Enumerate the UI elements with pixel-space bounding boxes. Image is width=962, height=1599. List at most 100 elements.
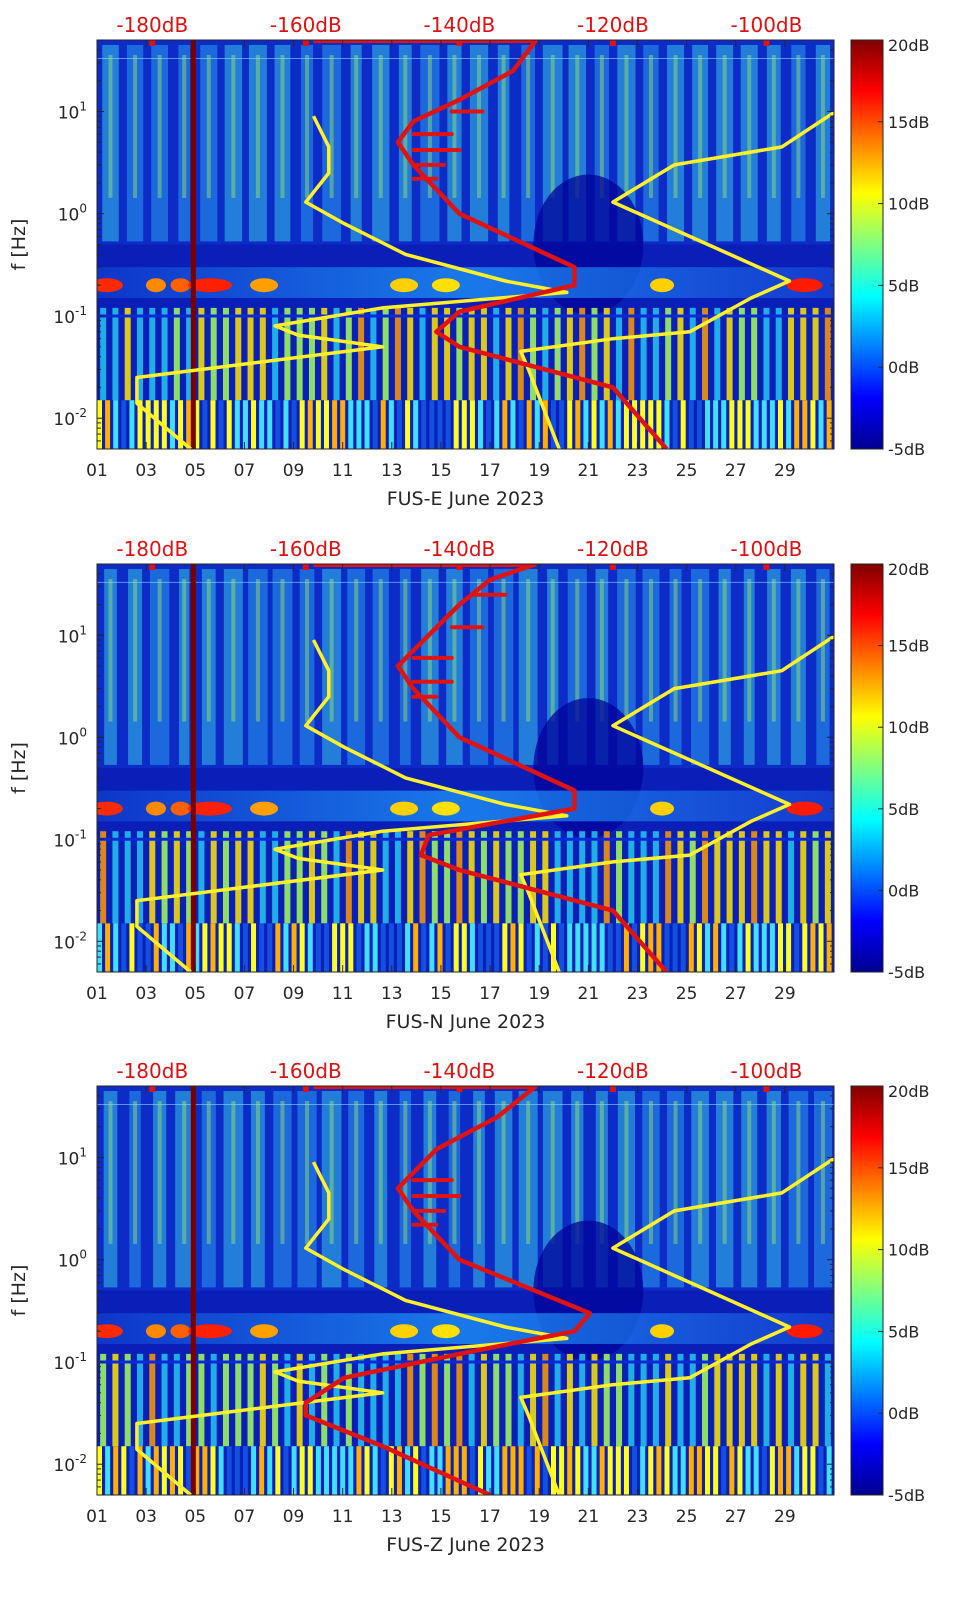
top-axis-label: -160dB — [270, 13, 342, 37]
y-tick-label: 10-1 — [53, 827, 87, 851]
y-tick-exponent: 1 — [79, 1145, 87, 1159]
top-axis-marker — [456, 1086, 463, 1092]
top-axis-marker — [609, 1086, 616, 1092]
top-axis-marker — [609, 564, 616, 570]
top-axis-label: -140dB — [423, 537, 495, 561]
y-tick-base: 10 — [53, 831, 75, 851]
y-tick-base: 10 — [53, 410, 75, 430]
top-axis-label: -100dB — [731, 13, 803, 37]
x-tick-label: 07 — [234, 461, 256, 481]
y-tick-exponent: 0 — [79, 1248, 87, 1262]
y-tick-label: 101 — [58, 1145, 87, 1169]
colorbar-label: 20dB — [888, 560, 930, 579]
top-axis-label: -180dB — [116, 537, 188, 561]
x-tick-label: 03 — [135, 461, 157, 481]
y-tick-base: 10 — [53, 1456, 75, 1476]
y-tick-exponent: 0 — [79, 725, 87, 739]
x-axis-label: FUS-E June 2023 — [387, 488, 545, 510]
x-tick-label: 15 — [430, 461, 452, 481]
top-axis-label: -140dB — [423, 13, 495, 37]
y-tick-exponent: -1 — [75, 1350, 87, 1364]
y-tick-exponent: -1 — [75, 304, 87, 318]
x-tick-label: 27 — [725, 461, 747, 481]
top-axis-marker — [302, 1086, 309, 1092]
x-tick-label: 17 — [479, 461, 501, 481]
x-tick-label: 11 — [332, 984, 354, 1004]
top-axis-label: -180dB — [116, 13, 188, 37]
spectrum-curve — [303, 1086, 593, 1495]
y-tick-label: 10-2 — [53, 1452, 87, 1476]
colorbar-label: 0dB — [888, 881, 919, 900]
heatmap-image — [97, 564, 834, 972]
heatmap-image — [97, 1086, 834, 1495]
colorbar-label: -5dB — [888, 963, 925, 982]
x-tick-label: 27 — [725, 984, 747, 1004]
colorbar-label: 15dB — [888, 637, 930, 656]
colorbar-label: 10dB — [888, 718, 930, 737]
y-tick-exponent: 1 — [79, 623, 87, 637]
colorbar-label: 0dB — [888, 1404, 919, 1423]
y-axis-label: f [Hz] — [8, 742, 30, 794]
noise-model-curve — [519, 634, 834, 972]
x-tick-label: 09 — [283, 984, 305, 1004]
colorbar-label: 5dB — [888, 800, 919, 819]
x-tick-label: 23 — [627, 461, 649, 481]
x-tick-label: 29 — [774, 984, 796, 1004]
x-tick-label: 13 — [381, 461, 403, 481]
x-tick-label: 25 — [676, 1507, 698, 1527]
top-axis-label: -160dB — [270, 537, 342, 561]
top-axis-marker — [302, 564, 309, 570]
top-axis-marker — [302, 40, 309, 46]
x-tick-label: 25 — [676, 461, 698, 481]
y-tick-label: 101 — [58, 99, 87, 123]
x-tick-label: 03 — [135, 984, 157, 1004]
noise-model-curve — [519, 1156, 834, 1495]
noise-model-curve — [519, 110, 834, 449]
colorbar-label: 20dB — [888, 1082, 930, 1101]
y-tick-label: 100 — [58, 1248, 87, 1272]
y-tick-label: 100 — [58, 725, 87, 749]
x-tick-label: 17 — [479, 984, 501, 1004]
x-tick-label: 01 — [86, 1507, 108, 1527]
colorbar-label: -5dB — [888, 1486, 925, 1505]
noise-model-curve — [135, 639, 569, 972]
colorbar-label: 0dB — [888, 358, 919, 377]
y-tick-exponent: 1 — [79, 99, 87, 113]
y-tick-base: 10 — [53, 933, 75, 953]
x-tick-label: 23 — [627, 1507, 649, 1527]
top-axis-marker — [149, 1086, 156, 1092]
y-tick-base: 10 — [58, 206, 80, 226]
y-tick-base: 10 — [58, 627, 80, 647]
x-tick-label: 01 — [86, 461, 108, 481]
x-tick-label: 05 — [184, 984, 206, 1004]
x-tick-label: 27 — [725, 1507, 747, 1527]
noise-model-curve — [135, 1161, 569, 1495]
top-axis-marker — [149, 564, 156, 570]
outage-column — [190, 1086, 196, 1495]
y-tick-base: 10 — [58, 1149, 80, 1169]
y-tick-exponent: -2 — [75, 406, 87, 420]
y-tick-base: 10 — [58, 103, 80, 123]
x-tick-label: 19 — [528, 984, 550, 1004]
x-tick-label: 21 — [578, 461, 600, 481]
x-tick-label: 07 — [234, 1507, 256, 1527]
y-tick-label: 100 — [58, 202, 87, 226]
x-tick-label: 17 — [479, 1507, 501, 1527]
y-axis-label: f [Hz] — [8, 219, 30, 271]
top-axis-label: -140dB — [423, 1059, 495, 1083]
colorbar — [850, 39, 884, 450]
top-axis-marker — [456, 40, 463, 46]
y-tick-label: 10-2 — [53, 406, 87, 430]
y-tick-label: 10-2 — [53, 929, 87, 953]
x-tick-label: 11 — [332, 1507, 354, 1527]
heatmap-image — [97, 40, 834, 449]
top-axis-marker — [763, 1086, 770, 1092]
top-axis-marker — [763, 564, 770, 570]
colorbar-label: 10dB — [888, 195, 930, 214]
top-axis-label: -100dB — [731, 537, 803, 561]
x-axis-label: FUS-N June 2023 — [386, 1011, 546, 1033]
y-tick-label: 10-1 — [53, 1350, 87, 1374]
x-tick-label: 19 — [528, 1507, 550, 1527]
